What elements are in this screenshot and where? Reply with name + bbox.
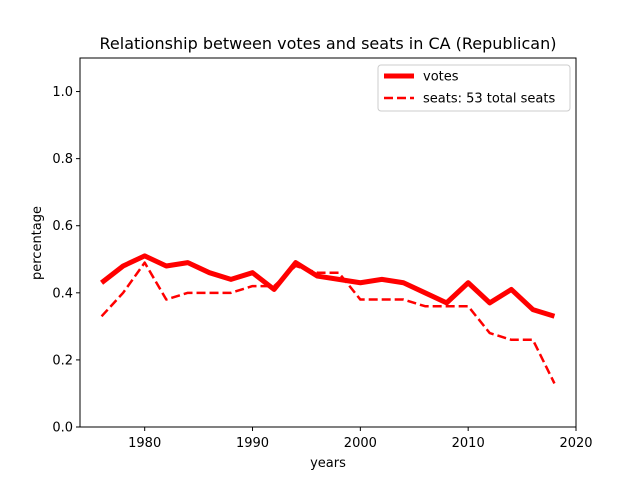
x-tick-label: 1990 (236, 436, 269, 451)
x-axis-label: years (310, 456, 346, 471)
x-axis: 1980 1990 2000 2010 2020 (128, 427, 593, 451)
y-axis: 0.0 0.2 0.4 0.6 0.8 1.0 (52, 85, 80, 436)
legend-label-votes: votes (423, 70, 459, 85)
y-tick-label: 0.0 (52, 421, 73, 436)
y-tick-label: 1.0 (52, 85, 73, 100)
y-tick-label: 0.6 (52, 219, 73, 234)
y-tick-label: 0.8 (52, 152, 73, 167)
y-tick-label: 0.2 (52, 353, 73, 368)
x-tick-label: 2000 (344, 436, 377, 451)
legend-label-seats: seats: 53 total seats (423, 92, 555, 107)
legend: votes seats: 53 total seats (377, 64, 571, 112)
series-line-seats (100, 261, 556, 384)
series-layer (100, 253, 556, 384)
x-tick-label: 2020 (559, 436, 592, 451)
y-tick-label: 0.4 (52, 286, 73, 301)
legend-box (377, 64, 571, 112)
plot-frame (79, 57, 577, 428)
chart-title: Relationship between votes and seats in … (100, 34, 557, 53)
y-axis-label: percentage (30, 206, 45, 280)
x-tick-label: 1980 (128, 436, 161, 451)
series-line-votes (100, 253, 556, 319)
x-tick-label: 2010 (452, 436, 485, 451)
